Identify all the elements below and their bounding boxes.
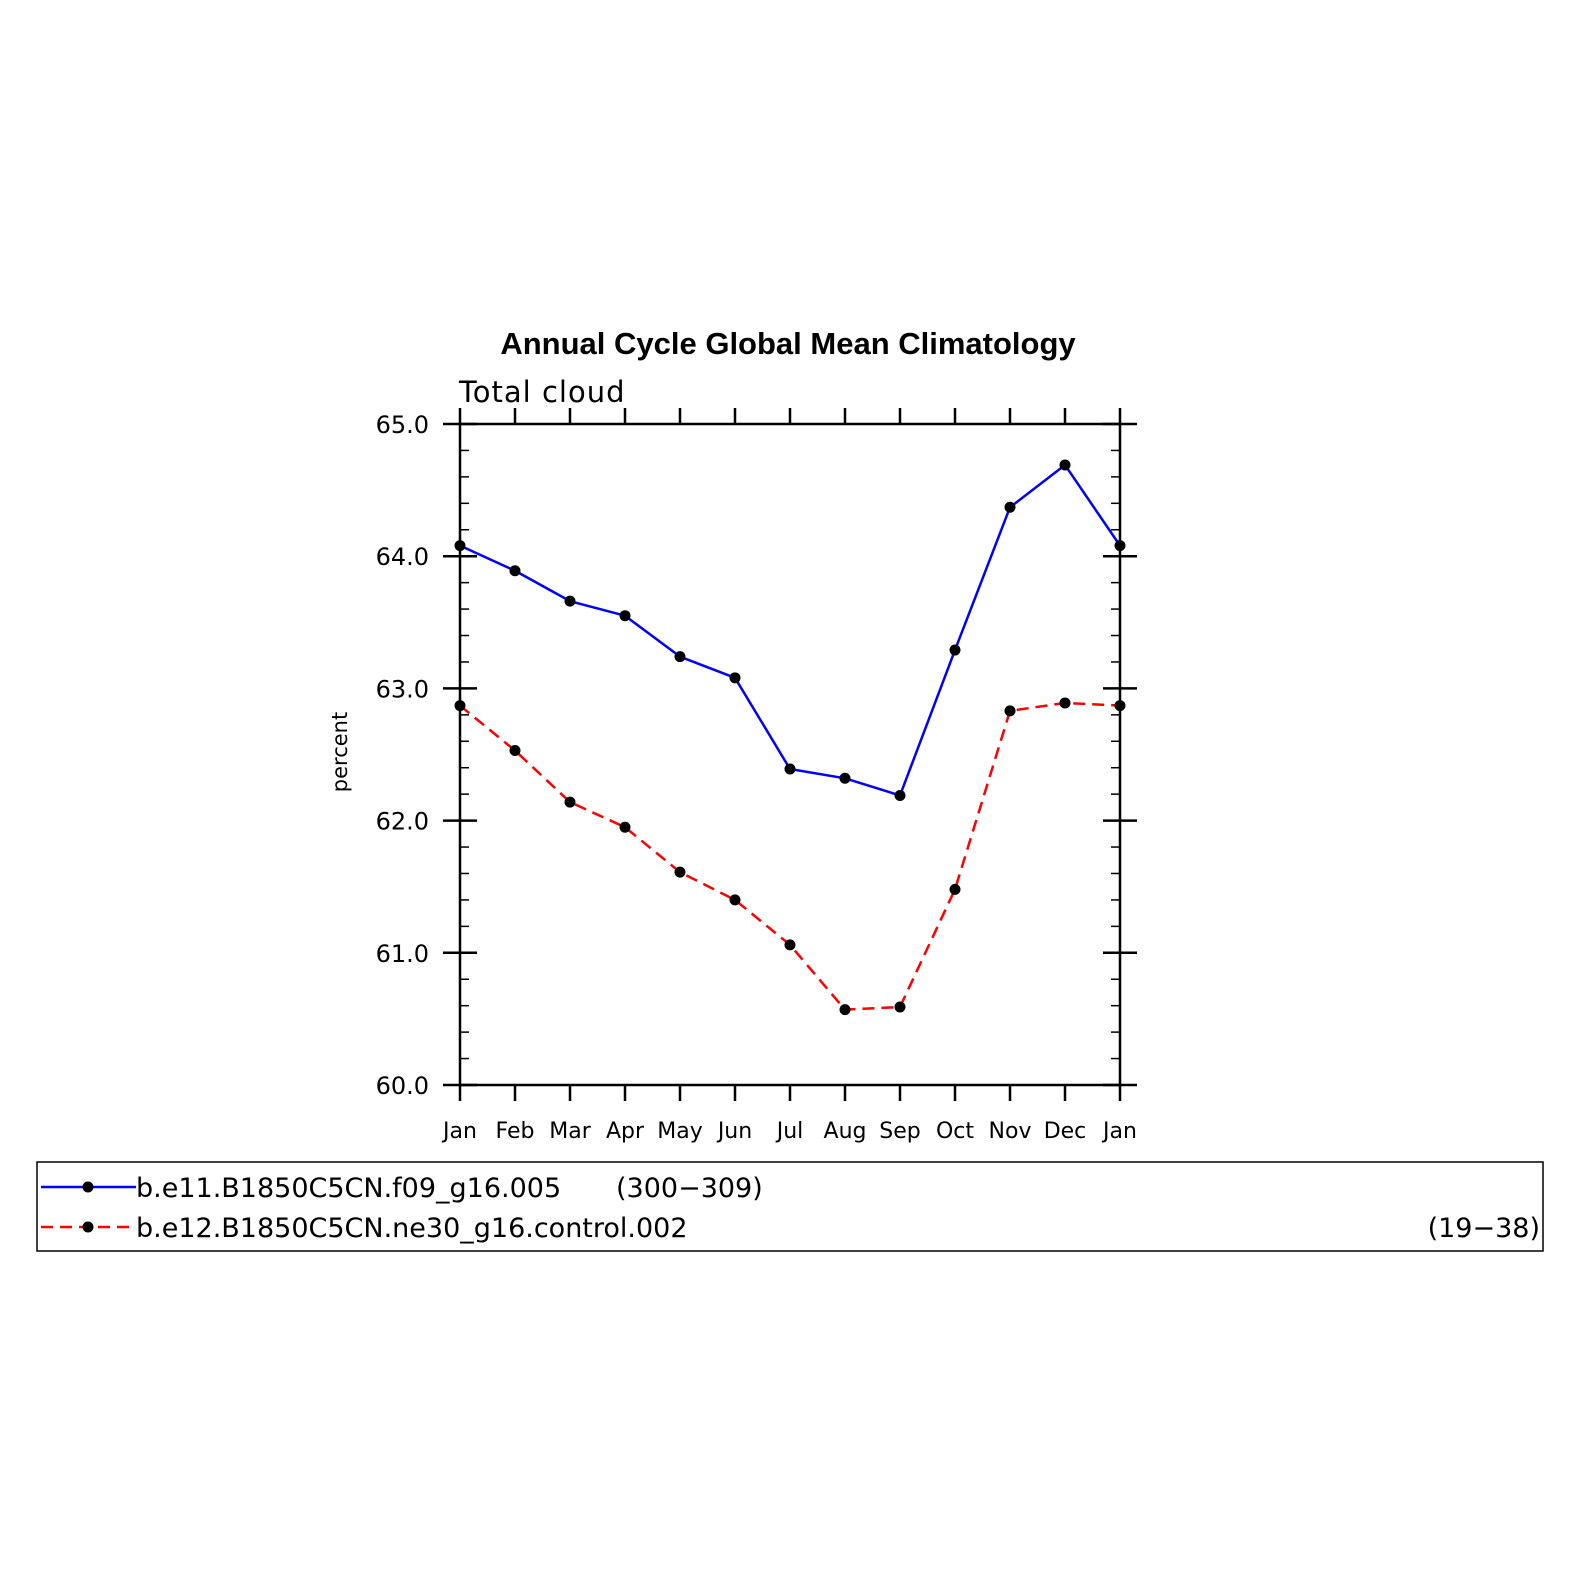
series-1-point <box>894 789 906 801</box>
series-2-point <box>949 883 961 895</box>
y-tick-label: 65.0 <box>376 411 429 439</box>
series-1-point <box>729 672 741 684</box>
legend-marker-series-2 <box>82 1221 94 1233</box>
x-tick-labels: Jan Feb Mar Apr May Jun Jul Aug Sep Oct Nov Dec Jan <box>441 1119 1137 1144</box>
series-line-1 <box>459 463 1122 797</box>
series-line-2 <box>459 701 1121 1011</box>
legend-period-series-1: (300−309) <box>616 1173 763 1204</box>
series-1-point <box>674 651 686 663</box>
legend-label-series-1: b.e11.B1850C5CN.f09_g16.005 <box>136 1173 561 1204</box>
series-1-point <box>1059 459 1071 471</box>
series-2-point <box>894 1001 906 1013</box>
series-1-point <box>619 610 631 622</box>
y-tick-labels: 60.0 61.0 62.0 63.0 64.0 65.0 <box>376 411 429 1100</box>
series-layer <box>454 459 1126 1016</box>
series-2-point <box>1004 705 1016 717</box>
y-tick-label: 63.0 <box>376 675 429 703</box>
chart-title: Annual Cycle Global Mean Climatology <box>500 326 1076 361</box>
x-tick-label: Jan <box>441 1119 477 1144</box>
series-2-point <box>619 821 631 833</box>
y-tick-label: 62.0 <box>376 808 429 836</box>
legend-period-series-2: (19−38) <box>1428 1213 1540 1244</box>
chart-subtitle: Total cloud <box>458 375 625 409</box>
y-axis-label: percent <box>328 712 352 792</box>
series-1-point <box>509 565 521 577</box>
series-2-point <box>1059 697 1071 709</box>
legend-box <box>36 1161 1544 1252</box>
series-2-point <box>784 939 796 951</box>
x-tick-label: Jan <box>1101 1119 1137 1144</box>
x-tick-label: Jun <box>716 1119 752 1144</box>
x-tick-label: Mar <box>549 1119 591 1144</box>
series-1-point <box>839 772 851 784</box>
x-tick-label: Oct <box>936 1119 974 1144</box>
y-tick-label: 61.0 <box>376 940 429 968</box>
series-2-point <box>839 1004 851 1016</box>
series-1-point <box>564 595 576 607</box>
x-tick-label: Aug <box>824 1119 867 1144</box>
series-1-point <box>784 763 796 775</box>
x-tick-label: Dec <box>1044 1119 1087 1144</box>
x-tick-label: Jul <box>775 1119 804 1144</box>
series-1-point <box>1004 501 1016 513</box>
legend-label-series-2: b.e12.B1850C5CN.ne30_g16.control.002 <box>136 1213 688 1244</box>
plot-frame <box>458 422 1122 1087</box>
axis-ticks <box>443 408 1137 1101</box>
y-tick-label: 64.0 <box>376 543 429 571</box>
series-2-point <box>729 894 741 906</box>
legend-marker-series-1 <box>82 1181 94 1193</box>
x-tick-label: Sep <box>879 1119 920 1144</box>
series-2-point <box>509 745 521 757</box>
series-2-point <box>564 796 576 808</box>
series-2-point <box>674 866 686 878</box>
x-tick-label: Nov <box>989 1119 1032 1144</box>
x-tick-label: Feb <box>496 1119 535 1144</box>
x-tick-label: May <box>657 1119 702 1144</box>
legend: b.e11.B1850C5CN.f09_g16.005 (300−309) b.… <box>36 1161 1544 1252</box>
series-1-point <box>949 644 961 656</box>
x-tick-label: Apr <box>606 1119 645 1144</box>
y-tick-label: 60.0 <box>376 1072 429 1100</box>
